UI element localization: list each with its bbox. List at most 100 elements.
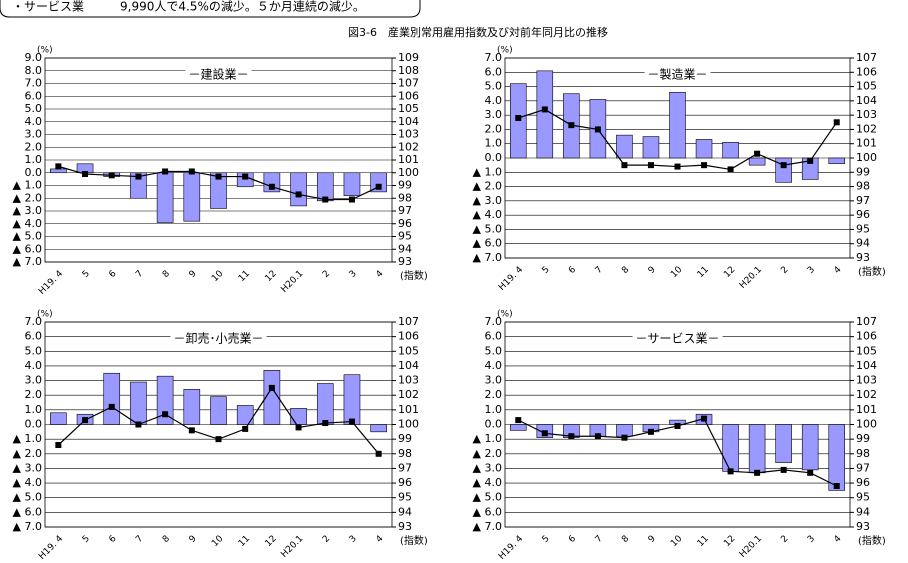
line-marker <box>295 424 302 431</box>
x-tick-label: 9 <box>647 534 658 545</box>
line-marker <box>674 163 681 170</box>
y2-tick-label: 97 <box>398 204 412 217</box>
x-tick-label: H20.1 <box>279 534 305 560</box>
y2-tick-label: 96 <box>856 476 870 489</box>
line-marker <box>162 411 169 418</box>
y2-tick-label: 104 <box>856 359 877 372</box>
line-marker <box>348 196 355 203</box>
y2-tick-label: 100 <box>398 166 419 179</box>
y2-tick-label: 103 <box>398 374 419 387</box>
bar <box>156 375 174 425</box>
x-tick-label: 11 <box>237 269 252 284</box>
bar <box>343 374 361 425</box>
y2-tick-label: 93 <box>398 255 412 268</box>
y2-tick-label: 95 <box>856 491 870 504</box>
bar <box>722 424 739 472</box>
y-tick-label: ▲ 1.0 <box>13 179 42 192</box>
bar <box>316 383 334 425</box>
y-tick-label: ▲ 7.0 <box>13 520 42 533</box>
x-tick-label: 3 <box>348 534 359 545</box>
y-tick-label: ▲ 1.0 <box>473 432 502 445</box>
line-marker <box>780 466 787 473</box>
y-unit: (%) <box>497 46 513 56</box>
x-tick-label: 2 <box>321 534 332 545</box>
y-tick-label: 6.0 <box>25 330 43 343</box>
y2-tick-label: 102 <box>398 388 419 401</box>
y2-tick-label: 106 <box>856 65 877 78</box>
y-tick-label: 0.0 <box>485 418 503 431</box>
x-tick-label: 3 <box>806 265 817 276</box>
bar <box>510 424 527 431</box>
line-marker <box>807 157 814 164</box>
line-marker <box>295 191 302 198</box>
y2-tick-label: 107 <box>398 77 419 90</box>
y-tick-label: ▲ 5.0 <box>473 491 502 504</box>
x-tick-label: 4 <box>832 534 843 545</box>
bar <box>722 141 739 159</box>
y-tick-label: 1.0 <box>25 153 43 166</box>
bar <box>536 70 554 159</box>
chart-title: －サービス業－ <box>635 332 719 346</box>
y-tick-label: 4.0 <box>485 94 503 107</box>
line-marker <box>621 162 628 169</box>
y2-tick-label: 105 <box>856 344 877 357</box>
x-tick-label: 2 <box>779 534 790 545</box>
y2-tick-label: 96 <box>398 217 412 230</box>
y-tick-label: ▲ 2.0 <box>13 447 42 460</box>
y2-tick-label: 103 <box>856 108 877 121</box>
bar <box>616 424 633 437</box>
y-tick-label: ▲ 3.0 <box>13 461 42 474</box>
x-tick-label: 5 <box>81 269 92 280</box>
y2-tick-label: 109 <box>398 51 419 64</box>
y2-tick-label: 99 <box>398 432 412 445</box>
x-tick-label: H19. 4 <box>37 534 65 562</box>
y2-tick-label: 96 <box>398 476 412 489</box>
y-tick-label: 0.0 <box>25 418 43 431</box>
line-marker <box>754 469 761 476</box>
y-tick-label: 4.0 <box>25 359 43 372</box>
x-tick-label: 11 <box>696 265 711 280</box>
x-tick-label: H20.1 <box>738 265 764 291</box>
y2-tick-label: 107 <box>398 315 419 328</box>
y2-unit: (指数) <box>858 534 886 547</box>
y2-tick-label: 100 <box>856 418 877 431</box>
y2-tick-label: 102 <box>856 122 877 135</box>
bar <box>263 172 281 193</box>
line-marker <box>215 173 222 180</box>
line-marker <box>621 434 628 441</box>
x-tick-label: H19. 4 <box>37 269 65 297</box>
x-tick-label: 10 <box>669 534 684 549</box>
bar <box>642 136 660 159</box>
y2-tick-label: 93 <box>398 520 412 533</box>
y2-tick-label: 94 <box>856 237 870 250</box>
y-tick-label: 5.0 <box>25 102 43 115</box>
bar <box>183 172 201 222</box>
bar <box>748 424 766 474</box>
y-tick-label: ▲ 4.0 <box>13 217 42 230</box>
y2-tick-label: 104 <box>398 115 419 128</box>
y2-tick-label: 105 <box>398 344 419 357</box>
line-marker <box>55 163 62 170</box>
y2-tick-label: 101 <box>398 403 419 416</box>
line-marker <box>188 168 195 175</box>
line-marker <box>82 417 89 424</box>
x-tick-label: 12 <box>722 265 737 280</box>
y-unit: (%) <box>37 46 53 56</box>
title-background <box>170 330 267 346</box>
y-tick-label: ▲ 3.0 <box>473 194 502 207</box>
y-tick-label: 6.0 <box>485 330 503 343</box>
x-tick-label: 8 <box>620 534 631 545</box>
y2-tick-label: 101 <box>398 153 419 166</box>
line-marker <box>322 420 329 427</box>
note-box <box>0 0 421 18</box>
note-text: ・サービス業 9,990人で4.5%の減少。５か月連続の減少。 <box>12 0 365 14</box>
bar <box>748 157 766 166</box>
line-marker <box>242 173 249 180</box>
y2-tick-label: 96 <box>856 208 870 221</box>
y2-tick-label: 95 <box>398 230 412 243</box>
line-marker <box>674 422 681 429</box>
y-tick-label: 0.0 <box>485 151 503 164</box>
y2-tick-label: 94 <box>398 242 412 255</box>
y-tick-label: 8.0 <box>25 64 43 77</box>
y-unit: (%) <box>497 310 513 320</box>
